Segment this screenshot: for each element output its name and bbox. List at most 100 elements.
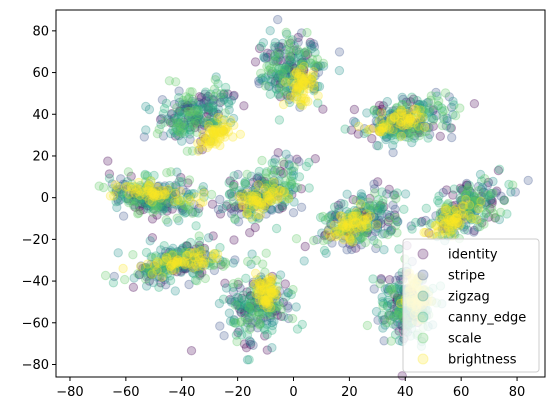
point (441, 185, 452, 195)
point (306, 79, 317, 89)
point (453, 214, 463, 225)
point (137, 195, 148, 205)
point (280, 279, 290, 289)
point (281, 149, 291, 159)
point (262, 345, 272, 355)
point (303, 49, 313, 59)
point (158, 258, 168, 268)
point (382, 96, 392, 107)
point (342, 207, 352, 217)
point (270, 305, 280, 316)
point (197, 124, 207, 135)
point (172, 118, 183, 128)
point (154, 124, 164, 135)
point (486, 194, 496, 205)
point (390, 204, 400, 215)
point (183, 189, 194, 200)
point (237, 293, 247, 304)
point (281, 87, 292, 97)
point (262, 52, 273, 62)
point (464, 196, 474, 207)
point (486, 195, 496, 205)
point (225, 118, 236, 128)
point (274, 188, 284, 198)
point (319, 245, 330, 256)
point (200, 273, 211, 284)
point (392, 317, 403, 327)
point (256, 179, 267, 189)
point (248, 195, 258, 205)
point (261, 168, 271, 179)
point (229, 206, 239, 217)
point (166, 186, 176, 196)
point (354, 234, 365, 245)
point (177, 136, 187, 146)
point (164, 192, 174, 203)
point (172, 103, 182, 113)
point (238, 189, 248, 199)
point (454, 216, 464, 226)
point (268, 56, 278, 66)
point (403, 119, 413, 130)
point (349, 116, 359, 127)
point (274, 83, 284, 93)
point (184, 118, 195, 128)
point (384, 310, 394, 320)
point (346, 230, 357, 240)
point (428, 121, 438, 132)
point (347, 244, 357, 255)
point (247, 318, 258, 328)
point (287, 88, 298, 98)
point (195, 244, 205, 254)
point (351, 243, 361, 253)
point (272, 165, 283, 176)
point (270, 288, 281, 299)
point (340, 124, 350, 134)
point (208, 105, 218, 116)
point (258, 75, 268, 86)
point (257, 178, 267, 188)
point (285, 55, 295, 65)
point (323, 225, 334, 235)
point (290, 59, 300, 69)
point (185, 237, 196, 248)
point (450, 207, 460, 217)
point (458, 222, 469, 232)
point (393, 216, 403, 227)
point (191, 115, 201, 126)
point (179, 253, 190, 264)
point (261, 248, 271, 258)
point (175, 106, 185, 116)
point (224, 105, 234, 115)
point (253, 185, 264, 195)
point (254, 78, 264, 89)
point (197, 252, 207, 262)
point (258, 286, 268, 297)
point (160, 187, 170, 198)
point (252, 303, 263, 313)
point (187, 259, 197, 269)
point (424, 107, 434, 117)
point (137, 198, 147, 209)
point (146, 269, 157, 279)
point (146, 266, 156, 276)
point (256, 314, 266, 324)
point (270, 50, 280, 61)
point (239, 308, 250, 318)
point (316, 61, 326, 71)
point (173, 247, 184, 257)
point (365, 200, 375, 211)
point (300, 76, 311, 87)
point (487, 196, 497, 206)
point (276, 311, 286, 321)
point (257, 278, 267, 288)
point (395, 127, 405, 138)
point (281, 70, 291, 80)
point (124, 197, 134, 208)
point (483, 177, 494, 188)
point (178, 243, 188, 253)
point (207, 199, 218, 209)
point (174, 93, 184, 103)
point (135, 205, 145, 216)
point (257, 73, 268, 83)
